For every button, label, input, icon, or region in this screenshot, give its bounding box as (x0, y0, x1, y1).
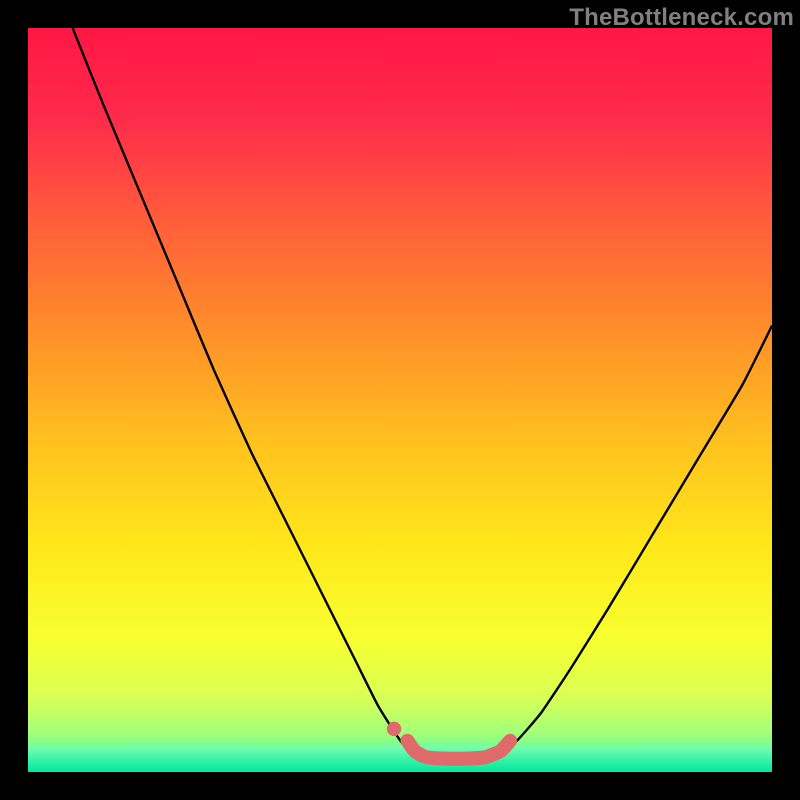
frame-border-bottom (0, 772, 800, 800)
curve-main-v-curve (73, 28, 772, 757)
plot-area (28, 28, 772, 772)
dot-left-salmon-dot (387, 722, 401, 736)
frame-border-left (0, 0, 28, 800)
curve-bottom-salmon-segment (407, 741, 510, 759)
chart-frame: TheBottleneck.com (0, 0, 800, 800)
watermark-text: TheBottleneck.com (569, 4, 794, 32)
frame-border-right (772, 0, 800, 800)
chart-svg (28, 28, 772, 772)
